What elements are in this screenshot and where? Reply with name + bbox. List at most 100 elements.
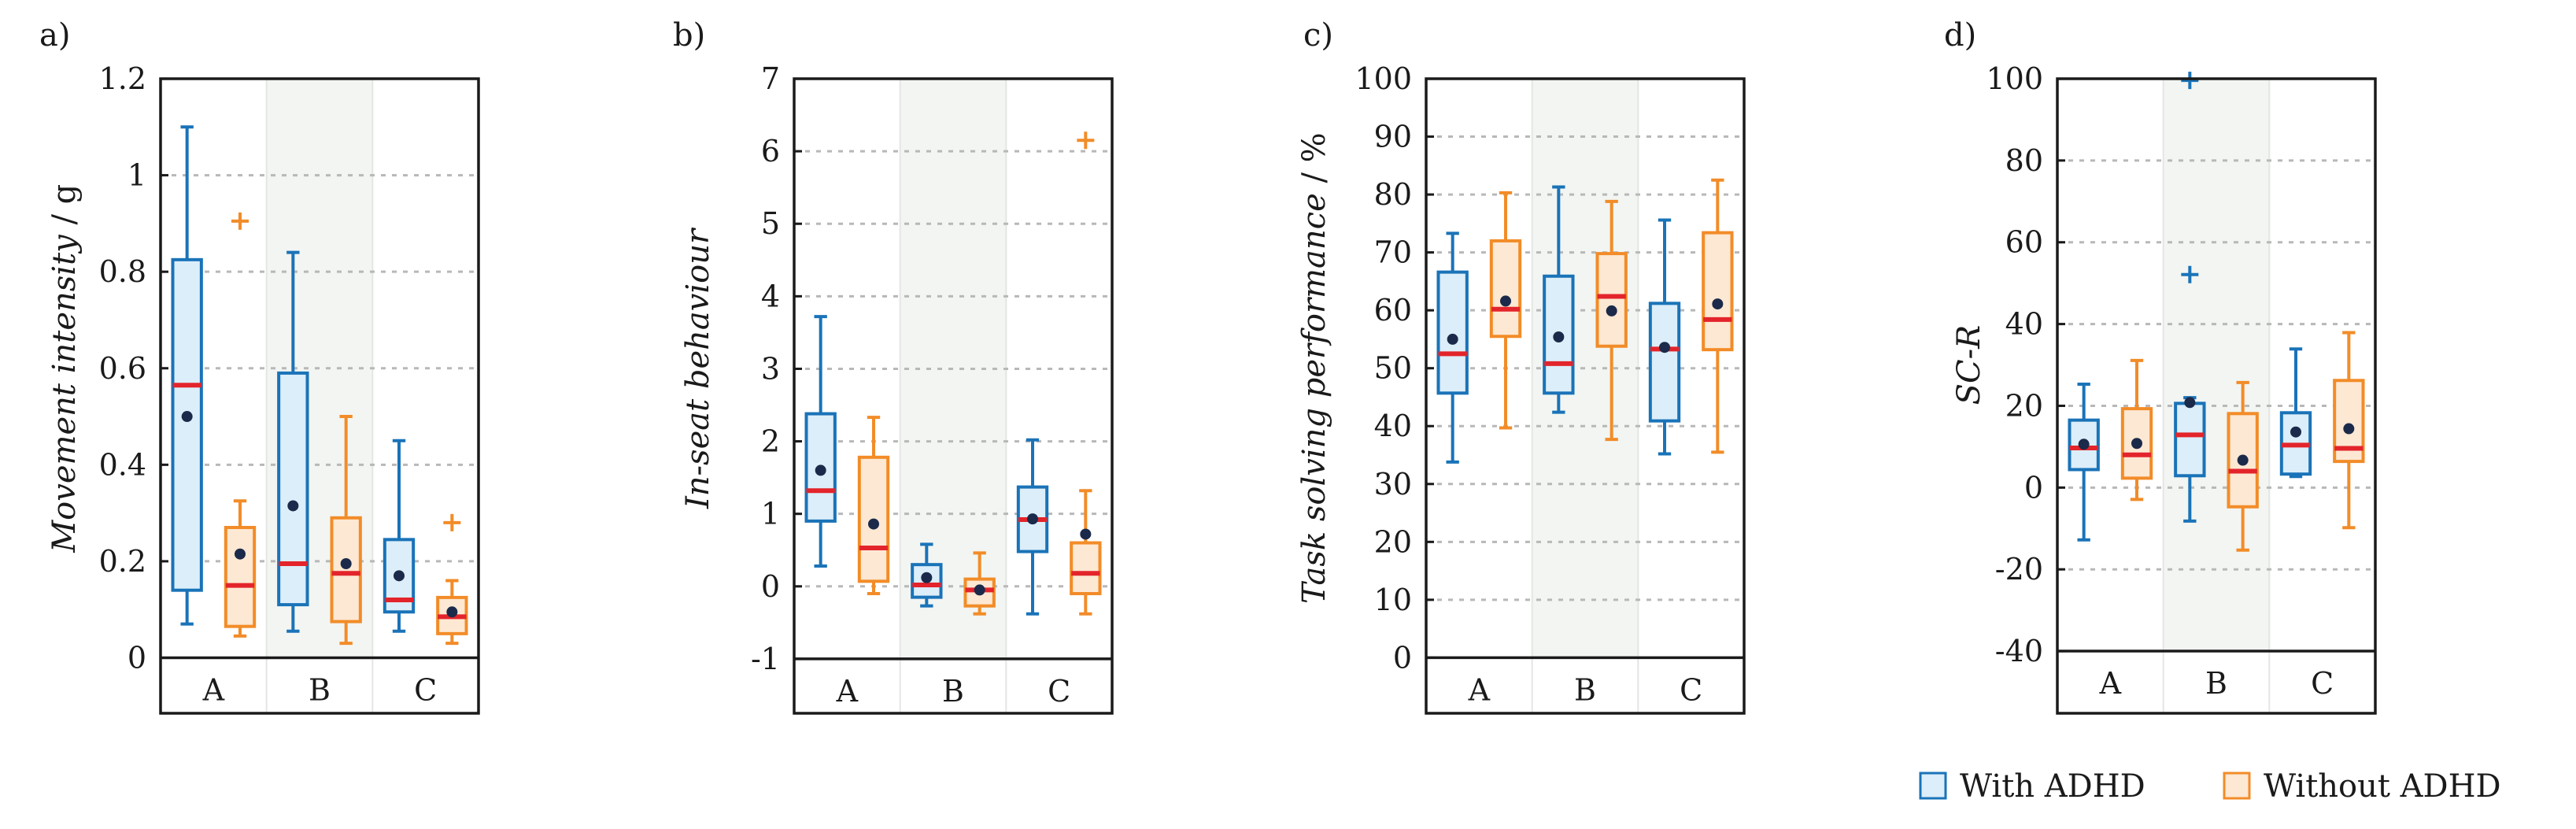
y-tick-label: 20 — [1374, 524, 1412, 559]
mean-marker — [181, 411, 193, 423]
y-axis-title: Movement intensity / g — [46, 184, 83, 553]
box-without-adhd-A — [2120, 358, 2153, 501]
box-iqr — [1648, 302, 1681, 423]
mean-marker — [235, 548, 246, 560]
y-tick-label: 0.4 — [99, 447, 146, 482]
outlier-marker — [2181, 265, 2199, 283]
box-without-adhd-B — [2227, 380, 2259, 552]
y-tick-label: 10 — [1374, 583, 1412, 617]
x-category-label: B — [309, 673, 331, 708]
panel-c: 0 10 20 30 40 50 60 70 80 90 100 A B Cc) Task solving … — [1296, 17, 1746, 715]
box-without-adhd-C — [436, 513, 468, 646]
y-tick-label: 20 — [2005, 388, 2043, 423]
box-iqr — [277, 371, 309, 607]
mean-marker — [1553, 331, 1565, 342]
panel-label: c) — [1303, 17, 1333, 54]
mean-marker — [287, 500, 299, 512]
box-with-adhd-B — [277, 250, 309, 633]
mean-marker — [921, 572, 933, 583]
legend-with-adhd-label: With ADHD — [1960, 768, 2145, 805]
group-b-background — [2163, 79, 2270, 652]
panel-label: d) — [1944, 17, 1976, 54]
mean-marker — [340, 557, 352, 569]
x-category-label: B — [1574, 672, 1596, 707]
mean-marker — [446, 606, 458, 618]
mean-marker — [815, 464, 826, 476]
x-category-label: B — [942, 674, 964, 709]
x-category-label: A — [836, 674, 859, 709]
y-tick-label: 5 — [761, 206, 780, 241]
mean-marker — [2343, 423, 2355, 435]
mean-marker — [868, 518, 879, 530]
y-tick-label: 0 — [761, 569, 780, 604]
mean-marker — [1027, 513, 1038, 525]
box-without-adhd-B — [330, 415, 362, 646]
y-tick-label: 0.6 — [99, 351, 146, 386]
x-category-label: A — [1468, 672, 1491, 707]
y-tick-label: 0.2 — [99, 544, 146, 579]
mean-marker — [2290, 426, 2301, 438]
x-category-label: C — [414, 673, 437, 708]
box-iqr — [1595, 252, 1628, 348]
x-category-label: B — [2205, 666, 2227, 701]
y-tick-label: 100 — [1355, 61, 1412, 96]
y-tick-label: 40 — [1374, 409, 1412, 443]
y-tick-label: -20 — [1995, 552, 2043, 587]
y-tick-label: 30 — [1374, 467, 1412, 501]
plot-frame — [159, 77, 480, 715]
y-tick-label: 60 — [1374, 293, 1412, 328]
box-iqr — [2174, 402, 2206, 478]
y-tick-label: 4 — [761, 279, 780, 313]
box-without-adhd-A — [1489, 191, 1522, 430]
box-with-adhd-B — [911, 542, 943, 608]
y-tick-label: 1 — [128, 158, 146, 193]
y-tick-label: 2 — [761, 424, 780, 459]
y-axis-title: Task solving performance / % — [1296, 132, 1332, 604]
mean-marker — [1447, 333, 1458, 345]
outlier-marker — [2181, 72, 2199, 90]
y-tick-label: 0 — [2024, 470, 2043, 505]
y-tick-label: 50 — [1374, 351, 1412, 386]
box-iqr — [1702, 231, 1734, 352]
box-with-adhd-C — [2279, 347, 2312, 479]
y-tick-label: 60 — [2005, 225, 2043, 260]
box-iqr — [171, 257, 203, 592]
box-with-adhd-C — [1016, 438, 1049, 616]
y-axis-title-name: SC-R — [1951, 325, 1987, 405]
box-without-adhd-C — [1070, 131, 1102, 616]
y-axis-title-name: Task solving performance — [1296, 193, 1332, 604]
y-tick-label: 7 — [761, 61, 780, 96]
mean-marker — [2184, 397, 2196, 409]
mean-marker — [2237, 454, 2249, 466]
y-tick-label: 40 — [2005, 307, 2043, 342]
mean-marker — [2131, 438, 2142, 450]
box-with-adhd-A — [1436, 231, 1469, 464]
chart-panels: 0 0.2 0.4 0.6 0.8 1 1.2 A B Ca) Movement intensity… — [39, 17, 2377, 715]
box-without-adhd-A — [857, 416, 890, 596]
mean-marker — [1712, 298, 1724, 310]
legend-without-adhd-label: Without ADHD — [2264, 768, 2501, 805]
panel-label: a) — [39, 17, 70, 54]
mean-marker — [1500, 295, 1511, 307]
panel-b: -1 0 1 2 3 4 5 6 7 A B Cb) In-seat behaviour — [673, 17, 1114, 715]
mean-marker — [1606, 305, 1617, 316]
mean-marker — [1080, 528, 1092, 540]
box-iqr — [1436, 270, 1469, 395]
box-with-adhd-B — [1543, 185, 1575, 414]
box-without-adhd-B — [1595, 199, 1628, 442]
y-tick-label: 0.8 — [99, 254, 146, 289]
y-tick-label: 6 — [761, 134, 780, 168]
y-tick-label: 80 — [2005, 143, 2043, 178]
box-with-adhd-C — [1648, 218, 1681, 456]
mean-marker — [394, 570, 405, 582]
y-axis-title-name: Movement intensity — [46, 234, 83, 553]
x-category-label: A — [2099, 666, 2122, 701]
legend-without-adhd-swatch — [2223, 772, 2251, 800]
box-iqr — [330, 516, 362, 624]
box-without-adhd-B — [963, 551, 996, 616]
box-with-adhd-A — [804, 315, 837, 568]
legend: With ADHD Without ADHD — [1919, 768, 2501, 805]
outlier-marker — [1077, 131, 1095, 150]
box-with-adhd-C — [383, 439, 416, 633]
